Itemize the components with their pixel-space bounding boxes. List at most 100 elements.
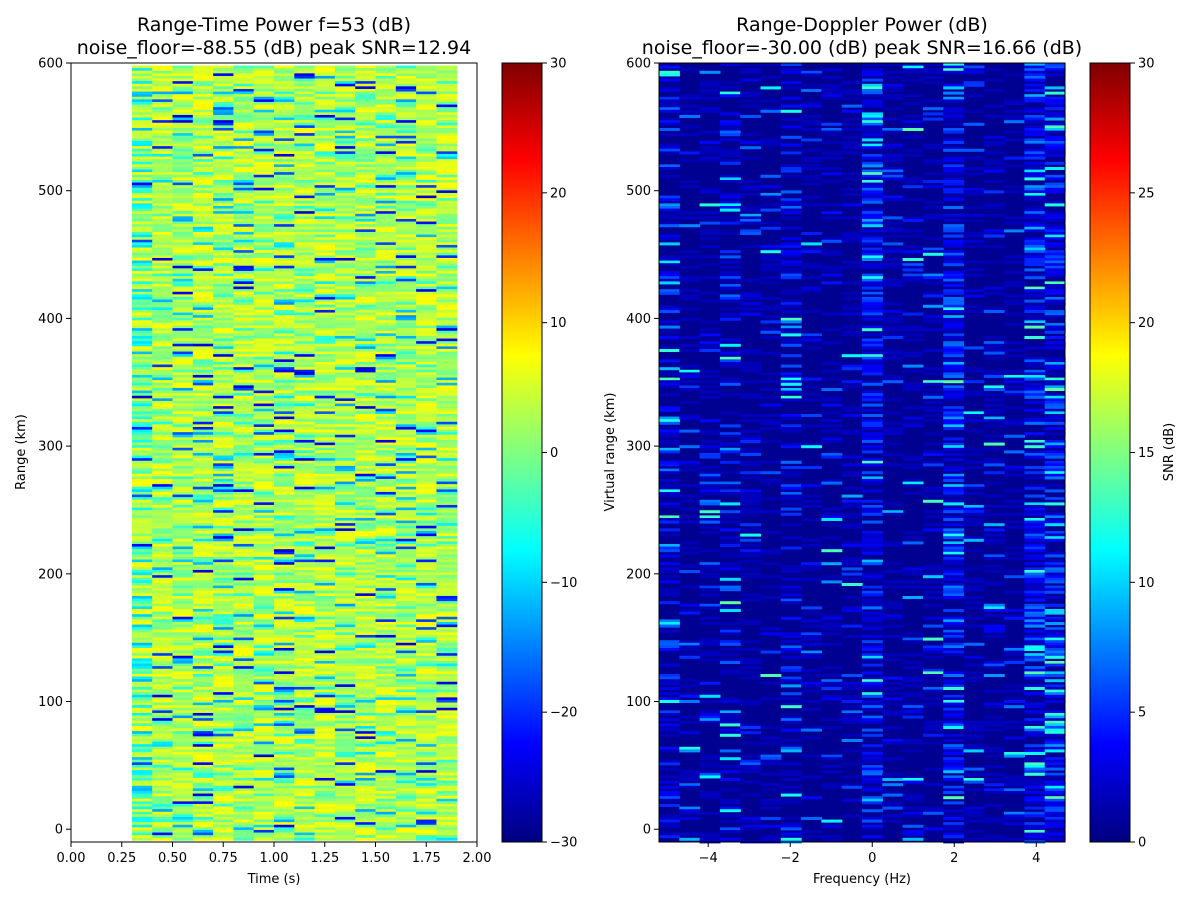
heatmap-cell xyxy=(355,499,377,503)
heatmap-cell xyxy=(152,640,174,644)
heatmap-cell xyxy=(274,671,295,675)
heatmap-cell xyxy=(314,239,336,243)
heatmap-cell xyxy=(192,125,214,129)
heatmap-cell xyxy=(334,239,356,243)
heatmap-cell xyxy=(172,551,194,555)
heatmap-cell xyxy=(253,250,275,254)
heatmap-cell xyxy=(192,395,214,399)
heatmap-cell xyxy=(274,205,295,209)
heatmap-cell xyxy=(334,203,356,207)
heatmap-cell xyxy=(355,341,377,345)
heatmap-cell xyxy=(416,746,437,750)
heatmap-cell xyxy=(192,811,214,815)
heatmap-cell xyxy=(233,710,255,714)
heatmap-cell xyxy=(436,829,458,833)
heatmap-cell xyxy=(436,710,458,714)
heatmap-cell xyxy=(152,731,174,735)
heatmap-cell xyxy=(233,588,255,592)
heatmap-cell xyxy=(395,764,417,768)
heatmap-cell xyxy=(395,276,417,280)
heatmap-cell xyxy=(314,312,336,316)
heatmap-cell xyxy=(375,533,397,537)
heatmap-cell xyxy=(274,403,295,407)
heatmap-cell xyxy=(274,325,295,329)
heatmap-cell xyxy=(416,598,437,602)
heatmap-cell xyxy=(213,257,234,261)
heatmap-cell xyxy=(416,367,437,371)
heatmap-cell xyxy=(192,387,214,391)
heatmap-cell xyxy=(334,364,356,368)
heatmap-cell xyxy=(131,515,153,519)
heatmap-cell xyxy=(294,359,316,363)
heatmap-cell xyxy=(395,460,417,464)
heatmap-cell xyxy=(233,697,255,701)
heatmap-cell xyxy=(172,278,194,282)
heatmap-cell xyxy=(192,439,214,443)
heatmap-cell xyxy=(253,515,275,519)
heatmap-cell xyxy=(436,78,458,82)
heatmap-cell xyxy=(375,751,397,755)
heatmap-cell xyxy=(659,681,680,685)
heatmap-cell xyxy=(253,151,275,155)
heatmap-cell xyxy=(314,499,336,503)
heatmap-cell xyxy=(355,70,377,74)
heatmap-cell xyxy=(294,81,316,85)
heatmap-cell xyxy=(416,754,437,758)
heatmap-cell xyxy=(294,289,316,293)
heatmap-cell xyxy=(274,668,295,672)
heatmap-cell xyxy=(213,775,234,779)
heatmap-cell xyxy=(314,673,336,677)
heatmap-cell xyxy=(375,244,397,248)
heatmap-cell xyxy=(152,637,174,641)
heatmap-cell xyxy=(355,647,377,651)
heatmap-cell xyxy=(131,803,153,807)
heatmap-cell xyxy=(294,452,316,456)
heatmap-cell xyxy=(152,523,174,527)
heatmap-cell xyxy=(213,653,234,657)
heatmap-cell xyxy=(436,650,458,654)
heatmap-cell xyxy=(395,400,417,404)
heatmap-cell xyxy=(192,689,214,693)
heatmap-cell xyxy=(213,307,234,311)
heatmap-cell xyxy=(334,200,356,204)
heatmap-cell xyxy=(436,616,458,620)
heatmap-cell xyxy=(294,325,316,329)
heatmap-cell xyxy=(172,221,194,225)
heatmap-cell xyxy=(192,112,214,116)
heatmap-cell xyxy=(659,645,680,649)
heatmap-cell xyxy=(172,744,194,748)
heatmap-cell xyxy=(192,400,214,404)
heatmap-cell xyxy=(152,252,174,256)
heatmap-cell xyxy=(152,289,174,293)
heatmap-cell xyxy=(172,304,194,308)
heatmap-cell xyxy=(314,827,336,831)
heatmap-cell xyxy=(314,187,336,191)
heatmap-cell xyxy=(233,806,255,810)
heatmap-cell xyxy=(334,442,356,446)
heatmap-cell xyxy=(416,153,437,157)
heatmap-cell xyxy=(213,718,234,722)
heatmap-cell xyxy=(274,715,295,719)
heatmap-cell xyxy=(416,81,437,85)
heatmap-cell xyxy=(152,143,174,147)
heatmap-cell xyxy=(152,484,174,488)
heatmap-cell xyxy=(355,257,377,261)
heatmap-cell xyxy=(334,174,356,178)
heatmap-cell xyxy=(274,463,295,467)
heatmap-cell xyxy=(192,660,214,664)
heatmap-cell xyxy=(355,497,377,501)
heatmap-cell xyxy=(334,710,356,714)
heatmap-cell xyxy=(334,582,356,586)
heatmap-cell xyxy=(314,369,336,373)
heatmap-cell xyxy=(659,767,680,771)
heatmap-cell xyxy=(416,276,437,280)
heatmap-cell xyxy=(253,403,275,407)
heatmap-cell xyxy=(436,140,458,144)
heatmap-cell xyxy=(274,653,295,657)
heatmap-cell xyxy=(314,512,336,516)
heatmap-cell xyxy=(375,450,397,454)
heatmap-cell xyxy=(314,151,336,155)
heatmap-cell xyxy=(416,629,437,633)
heatmap-cell xyxy=(294,283,316,287)
heatmap-cell xyxy=(233,497,255,501)
